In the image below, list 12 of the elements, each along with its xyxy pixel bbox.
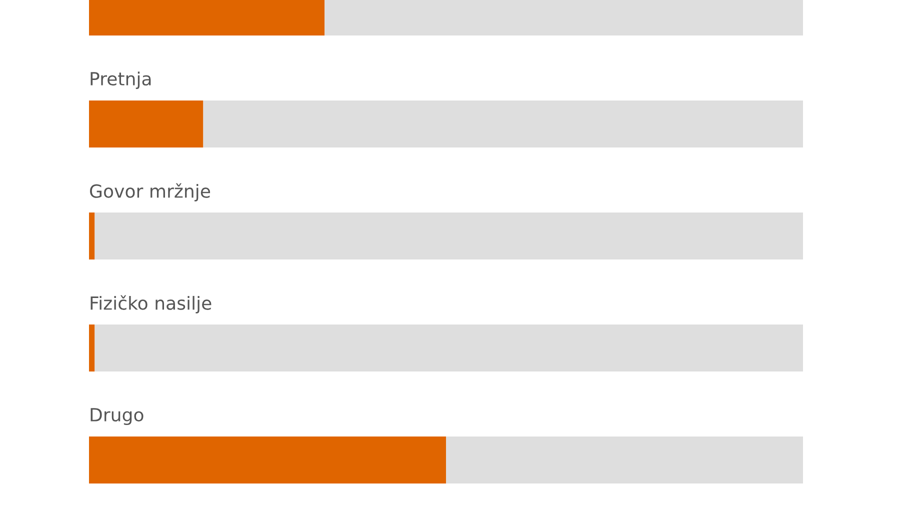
bar (89, 324, 95, 372)
bar (94, 212, 803, 260)
bar (89, 212, 95, 260)
y-tick-label: Drugo (90, 408, 144, 426)
bar (94, 324, 803, 372)
bar (89, 436, 446, 484)
y-tick-label: Govor mržnje (90, 183, 210, 202)
y-tick-label: Pretnja (90, 72, 151, 90)
y-tick-label: Fizičko nasilje (90, 295, 212, 314)
bar (446, 436, 803, 484)
bar (203, 100, 803, 148)
bar (89, 100, 204, 148)
